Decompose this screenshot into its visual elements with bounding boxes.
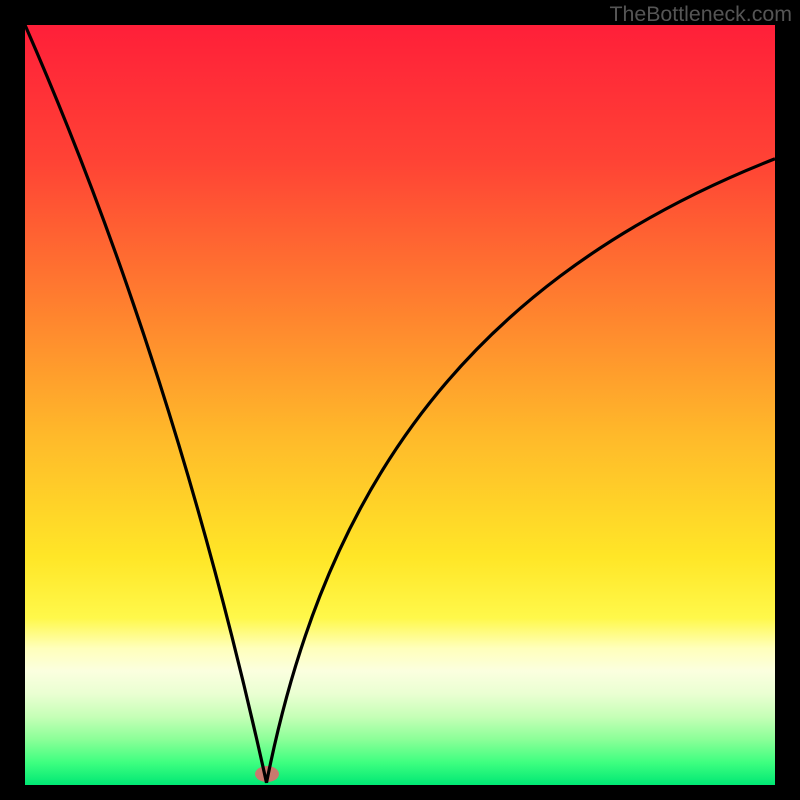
border-left <box>0 0 25 800</box>
border-right <box>775 0 800 800</box>
curve-line <box>25 25 775 785</box>
watermark-text: TheBottleneck.com <box>609 2 792 27</box>
plot-area <box>25 25 775 785</box>
chart-container: TheBottleneck.com <box>0 0 800 800</box>
border-bottom <box>0 785 800 800</box>
